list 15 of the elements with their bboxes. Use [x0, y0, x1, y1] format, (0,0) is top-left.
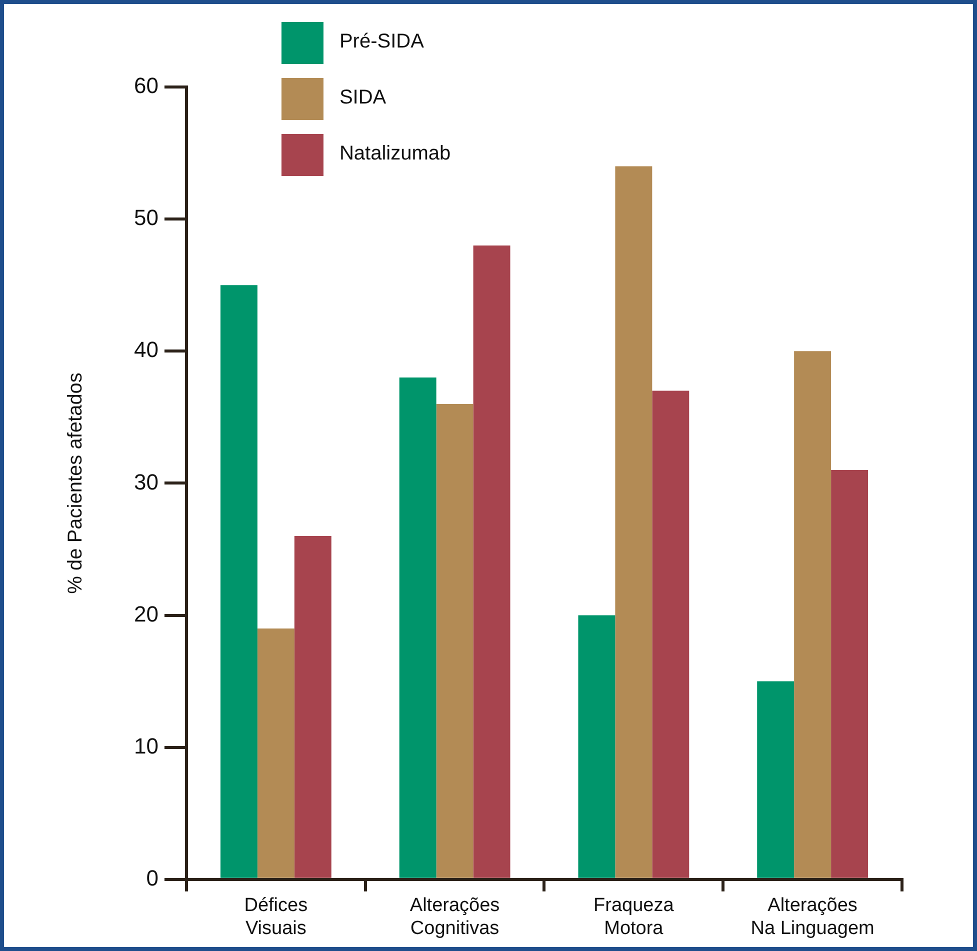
y-tick-label: 0: [146, 865, 158, 890]
y-tick-label: 10: [134, 733, 158, 758]
y-tick-label: 30: [134, 469, 158, 494]
y-axis-title: % de Pacientes afetados: [64, 372, 87, 594]
y-tick-label: 60: [134, 73, 158, 98]
legend-label: Pré-SIDA: [339, 30, 425, 53]
y-tick-label: 20: [134, 601, 158, 626]
y-tick-label: 50: [134, 205, 158, 230]
x-tick-label: Défices Visuais: [244, 895, 308, 939]
x-tick-label: Alterações Na Linguagem: [750, 895, 874, 939]
legend-label: Natalizumab: [339, 142, 451, 165]
legend-label: SIDA: [339, 86, 387, 109]
y-tick-label: 40: [134, 337, 158, 362]
x-tick-label: Fraqueza Motora: [594, 895, 674, 939]
x-tick-label: Alterações Cognitivas: [410, 895, 500, 939]
